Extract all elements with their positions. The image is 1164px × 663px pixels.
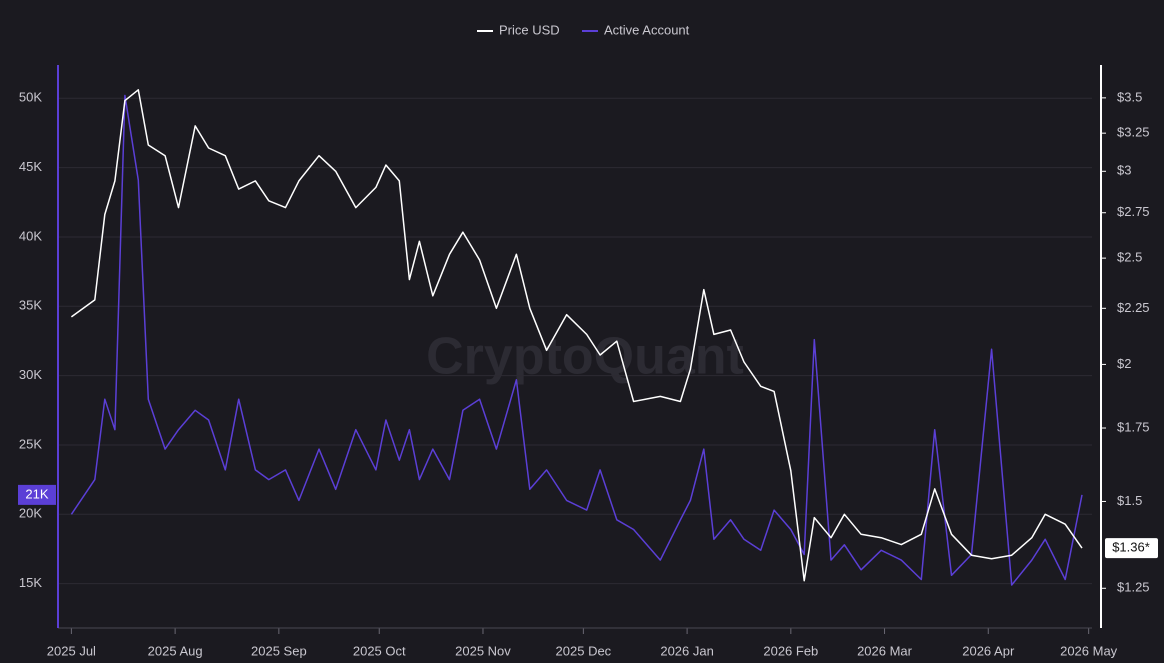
- x-tick-label: 2026 Jan: [660, 643, 714, 658]
- y2-tick-label: $1.5: [1117, 493, 1142, 508]
- x-tick-label: 2026 Mar: [857, 643, 913, 658]
- y2-tick-label: $2.75: [1117, 204, 1150, 219]
- y-tick-label: 40K: [19, 228, 42, 243]
- x-tick-label: 2025 Nov: [455, 643, 511, 658]
- y-tick-label: 20K: [19, 506, 42, 521]
- y2-tick-label: $2: [1117, 356, 1131, 371]
- y2-tick-label: $1.75: [1117, 419, 1150, 434]
- x-tick-label: 2025 Dec: [556, 643, 612, 658]
- y2-tick-label: $3: [1117, 163, 1131, 178]
- current-badge: [1105, 538, 1158, 559]
- x-tick-label: 2025 Jul: [47, 643, 96, 658]
- y-tick-label: 35K: [19, 298, 42, 313]
- y-tick-label: 30K: [19, 367, 42, 382]
- x-tick-label: 2026 May: [1060, 643, 1118, 658]
- y-tick-label: 25K: [19, 436, 42, 451]
- y2-tick-label: $1.25: [1117, 580, 1150, 595]
- x-tick-label: 2025 Oct: [353, 643, 406, 658]
- current-label: 21K: [25, 486, 48, 501]
- y-tick-label: 45K: [19, 159, 42, 174]
- legend-label: Active Account: [604, 22, 690, 37]
- x-tick-label: 2025 Aug: [148, 643, 203, 658]
- y2-tick-label: $2.25: [1117, 300, 1150, 315]
- series-line: [70, 89, 1083, 582]
- series-line: [70, 94, 1083, 586]
- y-tick-label: 15K: [19, 575, 42, 590]
- current-label: $1.36*: [1112, 540, 1150, 555]
- x-tick-label: 2026 Apr: [962, 643, 1015, 658]
- y-tick-label: 50K: [19, 90, 42, 105]
- current-badge: [18, 484, 56, 505]
- y2-tick-label: $3.5: [1117, 89, 1142, 104]
- legend-label: Price USD: [499, 22, 560, 37]
- y2-tick-label: $3.25: [1117, 125, 1150, 140]
- x-tick-label: 2026 Feb: [763, 643, 818, 658]
- y2-tick-label: $2.5: [1117, 250, 1142, 265]
- x-tick-label: 2025 Sep: [251, 643, 307, 658]
